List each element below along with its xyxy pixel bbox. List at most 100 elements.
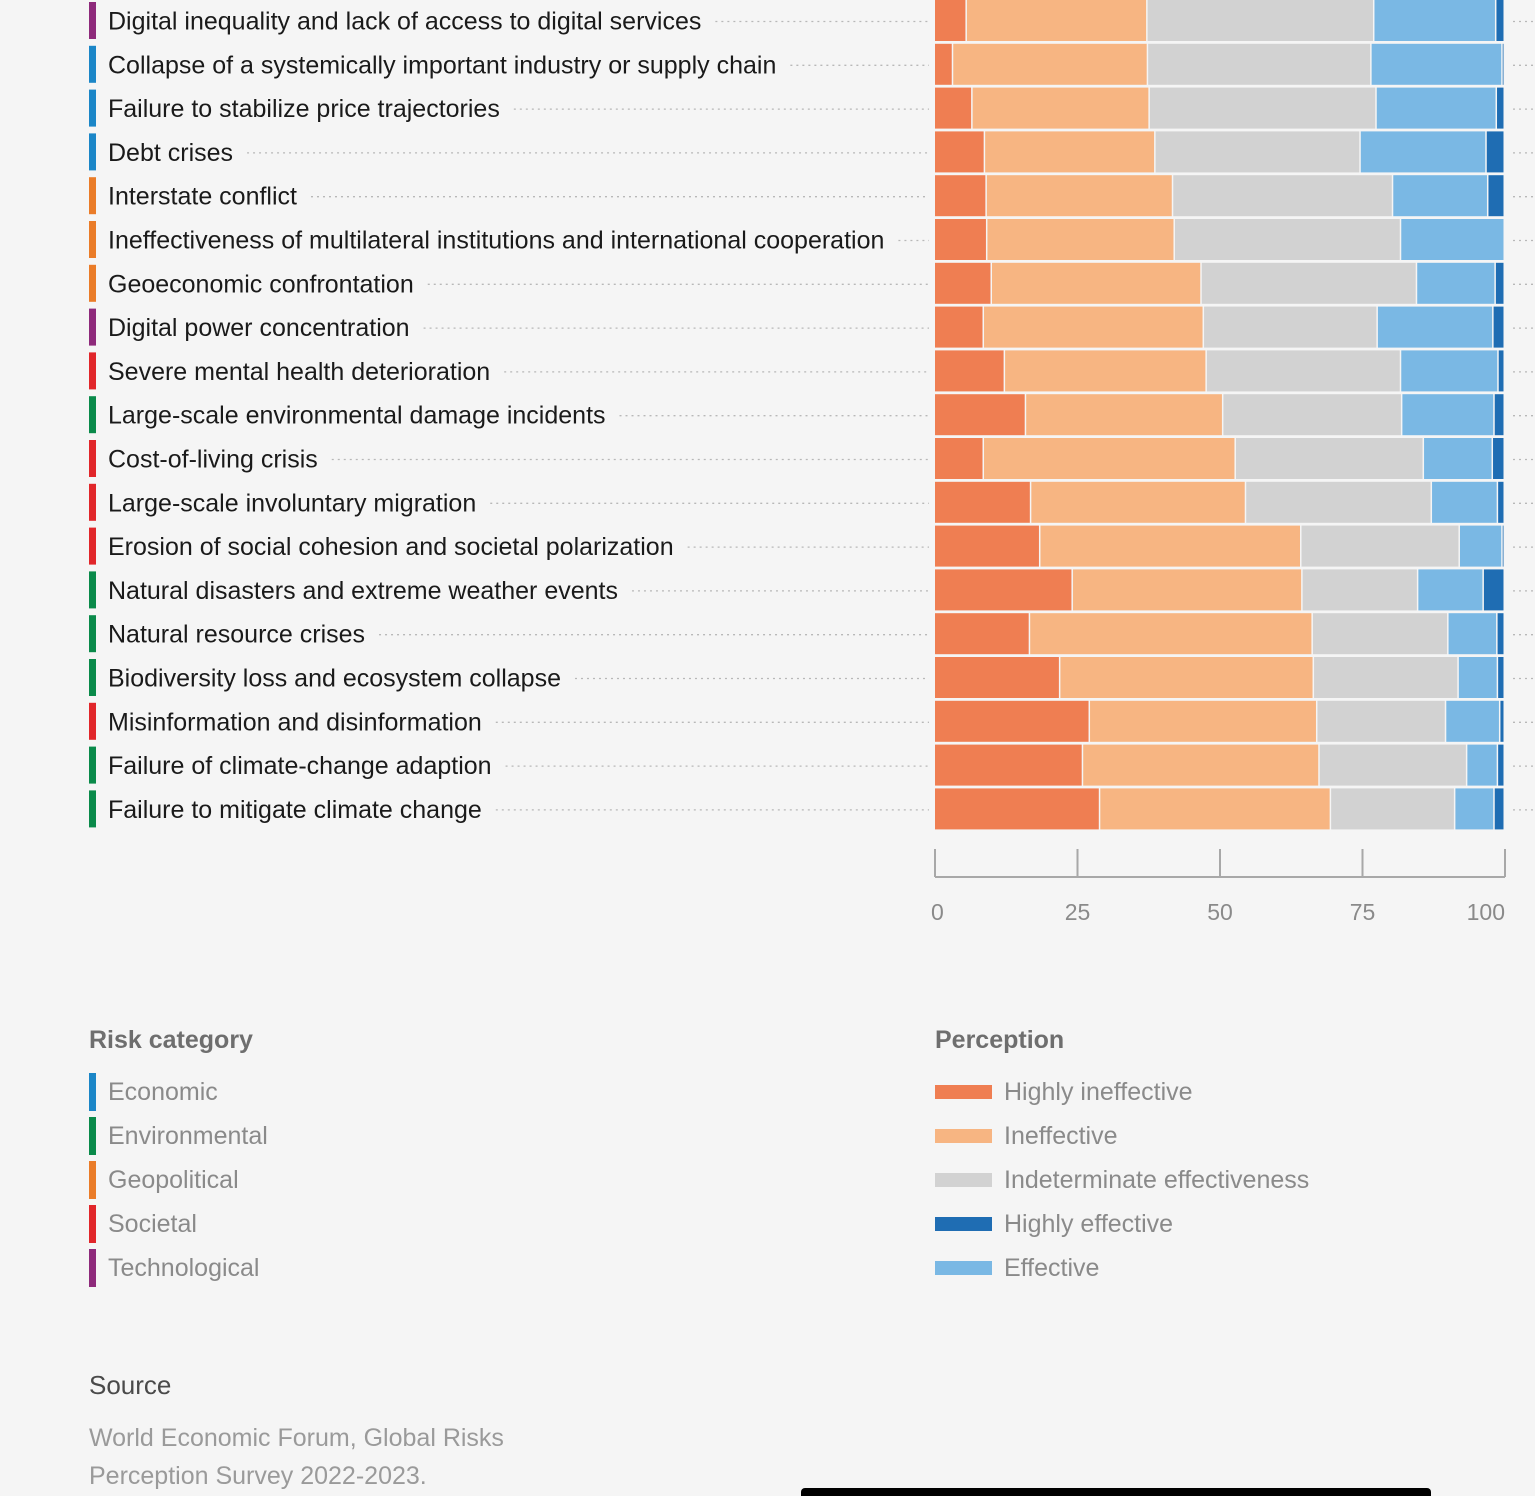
bar-segment <box>1100 788 1330 830</box>
bar-segment <box>1206 350 1400 392</box>
bar-segment <box>1417 262 1495 304</box>
row-label: Misinformation and disinformation <box>108 708 482 736</box>
perception-legend-item: Highly ineffective <box>935 1070 1309 1114</box>
risk-category-marker <box>89 264 96 302</box>
risk-category-marker <box>89 89 96 127</box>
bar-segment <box>935 219 986 260</box>
bar-segment <box>1201 262 1416 304</box>
bar-segment <box>1467 744 1497 786</box>
risk-category-legend-label: Environmental <box>108 1121 268 1150</box>
bar-segment <box>1374 0 1495 41</box>
row-label: Debt crises <box>108 139 233 167</box>
perception-legend-title: Perception <box>935 1026 1065 1054</box>
bar-segment <box>1235 438 1423 479</box>
bar-segment <box>1147 0 1373 41</box>
risk-category-marker <box>89 571 96 609</box>
risk-category-marker <box>89 615 96 653</box>
risk-category-legend-item: Societal <box>89 1202 268 1246</box>
bar-segment <box>1401 219 1504 260</box>
risk-category-marker <box>89 746 96 784</box>
bar-segment <box>1458 657 1497 698</box>
bar-segment <box>1402 394 1494 436</box>
bar-segment <box>1455 788 1494 830</box>
perception-swatch <box>935 1173 992 1187</box>
bar-segment <box>1026 394 1222 436</box>
risk-category-marker <box>89 221 96 258</box>
bar-segment <box>1314 657 1458 698</box>
row-label: Interstate conflict <box>108 183 297 211</box>
risk-category-swatch <box>89 1117 96 1155</box>
bar-segment <box>935 350 1004 392</box>
row-label: Natural disasters and extreme weather ev… <box>108 577 618 605</box>
risk-category-legend: Risk category Economic Environmental Geopo… <box>89 1026 268 1290</box>
perception-legend-item: Ineffective <box>935 1114 1309 1158</box>
bar-segment <box>935 788 1099 830</box>
risk-category-swatch <box>89 1249 96 1287</box>
perception-swatch <box>935 1085 992 1099</box>
risk-category-legend-item: Technological <box>89 1246 268 1290</box>
bar-segment <box>1223 394 1401 436</box>
bar-segment <box>1174 219 1400 260</box>
perception-legend-label: Effective <box>1004 1253 1100 1282</box>
bar-segment <box>1072 569 1302 611</box>
bar-segment <box>972 87 1149 129</box>
perception-legend-label: Highly effective <box>1004 1209 1174 1238</box>
bar-segment <box>1498 350 1504 392</box>
bar-segment <box>1498 744 1504 786</box>
bar-segment <box>1173 175 1392 217</box>
bar-segment <box>1498 481 1504 523</box>
row-label: Failure to stabilize price trajectories <box>108 95 500 123</box>
bar-segment <box>1376 87 1496 129</box>
perception-legend-item: Indeterminate effectiveness <box>935 1158 1309 1202</box>
bar-segment <box>1502 525 1504 567</box>
bar-segment <box>1030 613 1312 655</box>
risk-category-marker <box>89 790 96 828</box>
bar-segment <box>1040 525 1301 567</box>
bar-segment <box>1500 700 1504 742</box>
bar-segment <box>966 0 1147 41</box>
risk-category-legend-item: Economic <box>89 1070 268 1114</box>
row-label: Failure to mitigate climate change <box>108 796 482 824</box>
bar-segment <box>1031 481 1245 523</box>
bar-segment <box>1393 175 1487 217</box>
bar-segment <box>935 87 972 129</box>
risk-category-legend-label: Economic <box>108 1077 218 1106</box>
risk-category-marker <box>89 702 96 740</box>
bar-segment <box>935 306 983 348</box>
row-label: Natural resource crises <box>108 621 365 649</box>
bar-segment <box>986 175 1172 217</box>
row-label: Failure of climate-change adaption <box>108 752 492 780</box>
risk-category-marker <box>89 440 96 477</box>
bar-segment <box>935 744 1082 786</box>
bar-segment <box>935 262 991 304</box>
bar-segment <box>1486 131 1504 173</box>
bar-segment <box>935 438 983 479</box>
bar-segment <box>1319 744 1466 786</box>
risk-category-marker <box>89 659 96 696</box>
row-label: Geoeconomic confrontation <box>108 270 414 298</box>
bar-segment <box>987 219 1174 260</box>
bar-segment <box>1497 87 1504 129</box>
risk-category-legend-label: Technological <box>108 1253 260 1282</box>
bar-segment <box>1497 613 1504 655</box>
row-label: Digital inequality and lack of access to… <box>108 8 701 36</box>
bar-segment <box>1149 87 1376 129</box>
risk-category-swatch <box>89 1161 96 1199</box>
bar-segment <box>1493 306 1504 348</box>
bar-segment <box>1459 525 1502 567</box>
bar-segment <box>1446 700 1499 742</box>
bar-segment <box>1083 744 1319 786</box>
bar-segment <box>1301 525 1459 567</box>
bar-segment <box>935 481 1030 523</box>
source-title: Source <box>89 1370 172 1400</box>
perception-legend-item: Effective <box>935 1246 1309 1290</box>
risk-category-marker <box>89 45 96 83</box>
bar-segment <box>935 131 984 173</box>
bar-segment <box>1005 350 1206 392</box>
bar-segment <box>1246 481 1431 523</box>
x-tick-label: 75 <box>1350 899 1376 925</box>
bar-segment <box>1488 175 1504 217</box>
bar-segment <box>935 43 952 85</box>
row-label: Severe mental health deterioration <box>108 358 490 386</box>
bar-segment <box>1060 657 1313 698</box>
